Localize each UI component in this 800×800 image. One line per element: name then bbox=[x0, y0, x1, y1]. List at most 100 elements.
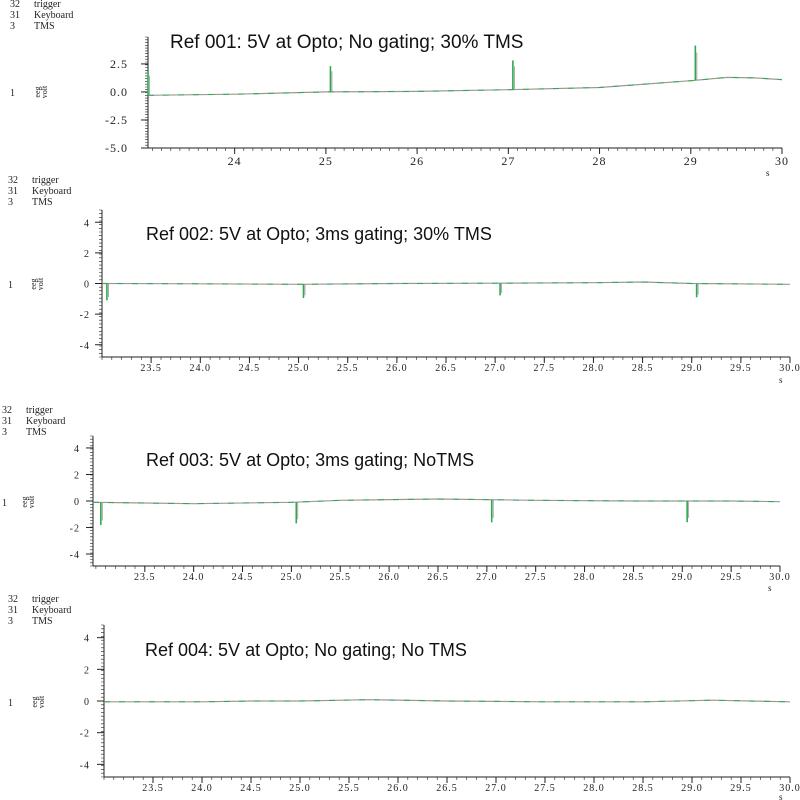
x-tick-label: 24.0 bbox=[183, 572, 205, 583]
eeg-trace-overlay bbox=[101, 281, 791, 285]
channel-name: TMS bbox=[32, 616, 53, 627]
x-tick-label: 25.5 bbox=[329, 572, 351, 583]
eeg-baseline-trace bbox=[104, 699, 791, 703]
x-tick-label: 28 bbox=[593, 154, 607, 168]
channel-name: Keyboard bbox=[32, 186, 71, 197]
x-tick-label: 27.5 bbox=[534, 783, 556, 794]
channel-name: trigger bbox=[34, 0, 61, 10]
ylabel-eeg: eeg bbox=[29, 278, 38, 289]
x-tick-label: 25.0 bbox=[281, 572, 303, 583]
x-tick-label: 30.0 bbox=[779, 363, 800, 374]
x-tick-label: 27.0 bbox=[476, 572, 498, 583]
channel-number: 31 bbox=[8, 605, 18, 616]
x-tick-label: 26.5 bbox=[435, 363, 457, 374]
ylabel-volt: volt bbox=[36, 277, 45, 290]
x-tick-label: 24.0 bbox=[190, 363, 212, 374]
x-tick-label: 27.0 bbox=[485, 783, 507, 794]
y-tick-label: 0.0 bbox=[110, 85, 128, 99]
minor-ticks bbox=[99, 209, 791, 360]
y-tick-label: -5.0 bbox=[105, 141, 128, 155]
y-tick-label: 2 bbox=[74, 470, 80, 481]
ylabel-eeg: eeg bbox=[33, 86, 42, 97]
x-tick-label: 28.0 bbox=[583, 783, 605, 794]
ylabel-volt: volt bbox=[27, 495, 36, 508]
channel-number: 3 bbox=[10, 21, 15, 32]
x-tick-label: 27.5 bbox=[525, 572, 547, 583]
y-tick-label: 2 bbox=[84, 665, 90, 676]
channel-name: Keyboard bbox=[32, 605, 71, 616]
y-tick-label: 4 bbox=[74, 444, 80, 455]
x-tick-label: 30.0 bbox=[769, 572, 791, 583]
y-tick-label: -2 bbox=[80, 729, 90, 740]
channel-name: TMS bbox=[32, 197, 53, 208]
x-tick-label: 25.0 bbox=[288, 363, 310, 374]
eeg-baseline-trace bbox=[147, 76, 783, 96]
eeg-trace-overlay bbox=[104, 699, 791, 703]
x-tick-label: 25.0 bbox=[289, 783, 311, 794]
x-tick-label: 26.0 bbox=[378, 572, 400, 583]
x-tick-label: 26.0 bbox=[387, 783, 409, 794]
y-tick-label: 0 bbox=[84, 697, 90, 708]
x-tick-label: 28.5 bbox=[632, 783, 654, 794]
x-unit-label: s bbox=[766, 168, 770, 178]
eeg-trace-overlay bbox=[92, 498, 781, 505]
x-unit-label: s bbox=[779, 792, 783, 800]
x-tick-label: 29.5 bbox=[720, 572, 742, 583]
x-tick-label: 28.0 bbox=[583, 363, 605, 374]
y-tick-label: -2 bbox=[80, 310, 90, 321]
panel-title: Ref 001: 5V at Opto; No gating; 30% TMS bbox=[170, 32, 523, 53]
y-tick-label: -2.5 bbox=[105, 113, 128, 127]
channel-name: Keyboard bbox=[34, 10, 73, 21]
channel-number: 3 bbox=[8, 197, 13, 208]
x-unit-label: s bbox=[768, 583, 772, 593]
channel-number: 3 bbox=[8, 616, 13, 627]
trace-number: 1 bbox=[8, 698, 13, 709]
x-tick-label: 24.5 bbox=[239, 363, 261, 374]
x-tick-label: 26.5 bbox=[436, 783, 458, 794]
channel-name: Keyboard bbox=[26, 416, 65, 427]
channel-name: trigger bbox=[26, 405, 53, 416]
eeg-baseline-trace bbox=[92, 498, 781, 505]
y-tick-label: -2 bbox=[70, 524, 80, 535]
x-tick-label: 23.5 bbox=[134, 572, 156, 583]
channel-number: 31 bbox=[2, 416, 12, 427]
y-tick-label: -4 bbox=[80, 341, 90, 352]
x-tick-label: 29.0 bbox=[681, 783, 703, 794]
ylabel-volt: volt bbox=[37, 695, 46, 708]
trace-number: 1 bbox=[10, 88, 15, 99]
x-tick-label: 24 bbox=[228, 154, 242, 168]
eeg-baseline-trace bbox=[101, 281, 791, 285]
panel-title: Ref 004: 5V at Opto; No gating; No TMS bbox=[145, 640, 467, 660]
channel-number: 32 bbox=[10, 0, 20, 10]
x-tick-label: 29 bbox=[684, 154, 698, 168]
x-tick-label: 23.5 bbox=[142, 783, 164, 794]
x-tick-label: 27.0 bbox=[484, 363, 506, 374]
channel-number: 31 bbox=[8, 186, 18, 197]
channel-name: trigger bbox=[32, 175, 59, 186]
channel-number: 31 bbox=[10, 10, 20, 21]
channel-number: 32 bbox=[8, 594, 18, 605]
x-tick-label: 27 bbox=[501, 154, 515, 168]
x-tick-label: 29.5 bbox=[730, 363, 752, 374]
ylabel-volt: volt bbox=[40, 85, 49, 98]
minor-ticks bbox=[101, 624, 791, 780]
x-tick-label: 29.0 bbox=[672, 572, 694, 583]
x-tick-label: 25 bbox=[319, 154, 333, 168]
x-tick-label: 26 bbox=[410, 154, 424, 168]
y-tick-label: -4 bbox=[80, 760, 90, 771]
y-tick-label: 4 bbox=[84, 634, 90, 645]
y-tick-label: 0 bbox=[74, 497, 80, 508]
channel-number: 32 bbox=[2, 405, 12, 416]
x-tick-label: 25.5 bbox=[338, 783, 360, 794]
x-tick-label: 25.5 bbox=[337, 363, 359, 374]
x-tick-label: 27.5 bbox=[534, 363, 556, 374]
panel-title: Ref 003: 5V at Opto; 3ms gating; NoTMS bbox=[146, 450, 474, 470]
y-tick-label: 2.5 bbox=[110, 57, 128, 71]
x-tick-label: 28.0 bbox=[574, 572, 596, 583]
x-tick-label: 29.0 bbox=[681, 363, 703, 374]
ylabel-eeg: eeg bbox=[30, 696, 39, 707]
x-tick-label: 24.5 bbox=[240, 783, 262, 794]
x-tick-label: 30.0 bbox=[779, 783, 800, 794]
x-tick-label: 24.0 bbox=[191, 783, 213, 794]
